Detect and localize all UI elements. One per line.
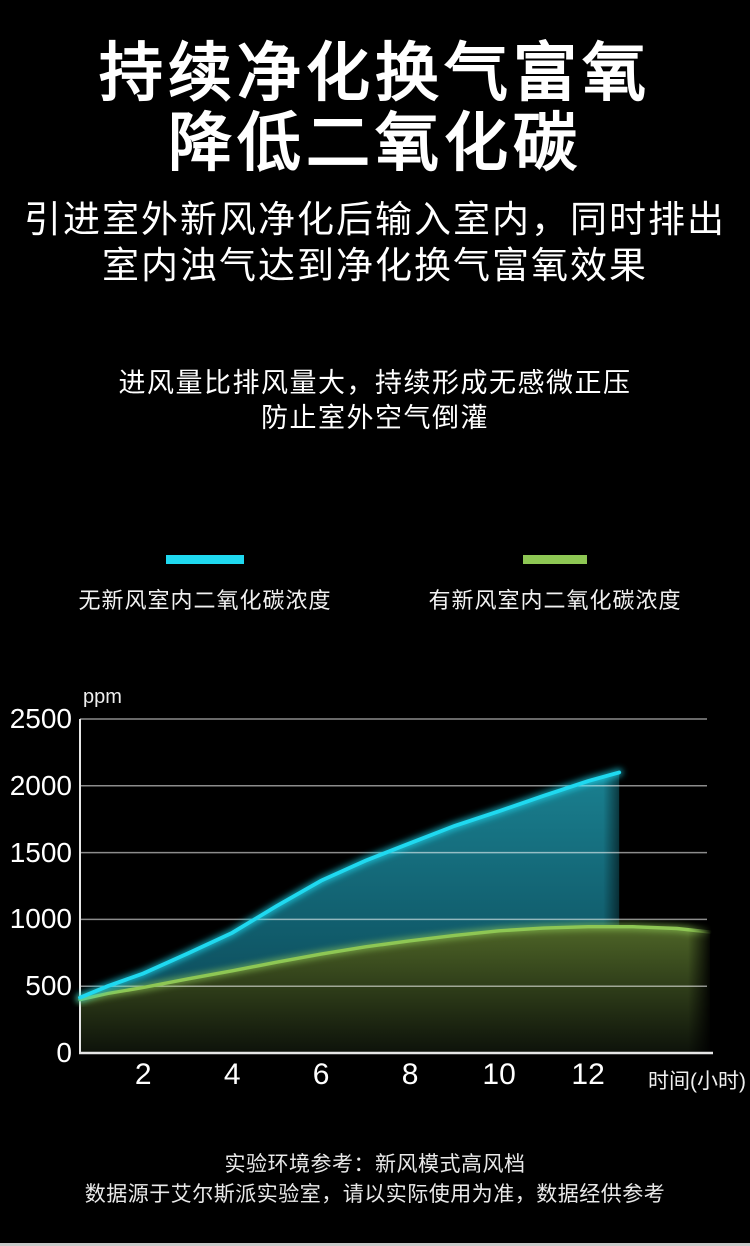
legend-item-with-fresh-air: 有新风室内二氧化碳浓度: [400, 549, 710, 615]
x-tick-label: 4: [223, 1058, 241, 1091]
subtitle-line-2: 室内浊气达到净化换气富氧效果: [102, 245, 648, 286]
positive-pressure-note: 进风量比排风量大，持续形成无感微正压 防止室外空气倒灌: [0, 366, 750, 436]
chart-canvas: [76, 718, 714, 1055]
note-line-1: 进风量比排风量大，持续形成无感微正压: [118, 368, 632, 398]
legend-swatch-green: [523, 555, 587, 564]
y-tick-label: 2000: [9, 769, 72, 801]
x-axis-label: 时间(小时): [648, 1070, 746, 1093]
subtitle: 引进室外新风净化后输入室内，同时排出 室内浊气达到净化换气富氧效果: [0, 197, 750, 289]
legend-label-no-fresh-air: 无新风室内二氧化碳浓度: [78, 588, 332, 613]
disclaimer-line-2: 数据源于艾尔斯派实验室，请以实际使用为准，数据经供参考: [84, 1183, 666, 1206]
subtitle-line-1: 引进室外新风净化后输入室内，同时排出: [24, 199, 726, 240]
y-tick-label: 1500: [9, 836, 72, 868]
line-no-fresh-air: [78, 770, 622, 1000]
x-tick-label: 12: [571, 1058, 605, 1091]
title-line-2: 降低二氧化碳: [168, 107, 582, 179]
y-tick-label: 0: [56, 1037, 72, 1068]
note-line-2: 防止室外空气倒灌: [261, 403, 489, 433]
page-title: 持续净化换气富氧 降低二氧化碳: [0, 38, 750, 178]
y-tick-label: 1000: [9, 903, 72, 935]
next-section-edge: [0, 1243, 750, 1246]
title-line-1: 持续净化换气富氧: [99, 37, 651, 109]
legend-swatch-cyan: [166, 555, 244, 564]
x-tick-label: 8: [401, 1058, 419, 1091]
disclaimer: 实验环境参考：新风模式高风档 数据源于艾尔斯派实验室，请以实际使用为准，数据经供…: [0, 1150, 750, 1210]
y-tick-label: 500: [25, 970, 72, 1002]
legend-item-no-fresh-air: 无新风室内二氧化碳浓度: [55, 549, 355, 615]
disclaimer-line-1: 实验环境参考：新风模式高风档: [224, 1153, 526, 1176]
y-tick-label: 2500: [9, 703, 72, 734]
co2-concentration-chart: ppm 时间(小时) 0 500 1000 1500 2000 2500 2 4 6 8 10 12: [0, 675, 750, 1120]
x-tick-label: 2: [134, 1058, 152, 1091]
legend-label-with-fresh-air: 有新风室内二氧化碳浓度: [428, 588, 682, 613]
y-axis-unit-label: ppm: [83, 686, 122, 708]
area-with-fresh-air: [80, 926, 710, 1053]
x-tick-label: 6: [312, 1058, 330, 1091]
chart-legend: 无新风室内二氧化碳浓度 有新风室内二氧化碳浓度: [0, 549, 750, 619]
x-tick-label: 10: [482, 1058, 516, 1091]
line-with-fresh-air: [78, 924, 712, 1002]
